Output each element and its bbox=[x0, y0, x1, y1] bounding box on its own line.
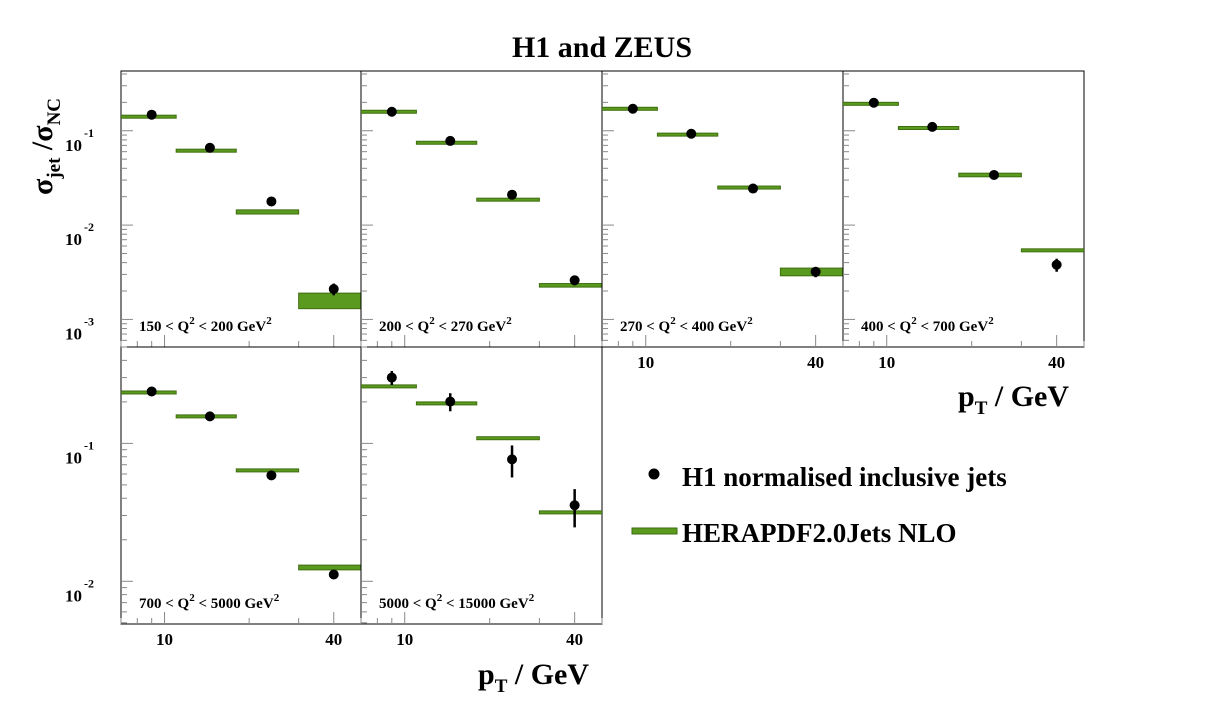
panel-content bbox=[602, 103, 843, 278]
data-point bbox=[445, 135, 456, 146]
panel-frame bbox=[120, 346, 362, 625]
x-axis-label-right: pT / GeV bbox=[958, 380, 1069, 419]
data-point bbox=[266, 470, 277, 481]
chart-title: H1 and ZEUS bbox=[512, 31, 692, 64]
x-tick-label: 10 bbox=[878, 353, 895, 372]
panel-1: 150 < Q2 < 200 GeV2 10-1 10-2 10-3 bbox=[65, 70, 362, 348]
panel-frame bbox=[360, 346, 603, 625]
panel-frame bbox=[842, 70, 1085, 348]
data-point bbox=[328, 569, 339, 580]
panel-3: 270 < Q2 < 400 GeV2 10 40 bbox=[601, 70, 844, 372]
legend-label-data: H1 normalised inclusive jets bbox=[682, 462, 1007, 492]
panel-6: 5000 < Q2 < 15000 GeV2 10 40 bbox=[360, 346, 603, 649]
data-point bbox=[507, 454, 518, 465]
x-tick-label: 10 bbox=[637, 353, 654, 372]
data-point bbox=[386, 372, 397, 383]
theory-band bbox=[235, 468, 300, 473]
data-point bbox=[748, 183, 759, 194]
data-point bbox=[810, 266, 821, 277]
x-tick-label: 10 bbox=[396, 630, 413, 649]
data-point bbox=[204, 142, 215, 153]
theory-band bbox=[298, 564, 361, 571]
y-label-sep: /σ bbox=[26, 125, 59, 158]
x-tick-label: 40 bbox=[325, 630, 342, 649]
legend-entry-data: H1 normalised inclusive jets bbox=[648, 462, 1007, 492]
svg-text:σjet /σNC: σjet /σNC bbox=[26, 98, 65, 195]
data-point bbox=[386, 106, 397, 117]
panel-content bbox=[361, 106, 602, 288]
panel-4: 400 < Q2 < 700 GeV2 10 40 bbox=[842, 70, 1085, 372]
y-label-sub-jet: jet bbox=[44, 157, 65, 180]
panels: 150 < Q2 < 200 GeV2 10-1 10-2 10-3 200 < Q2 … bbox=[65, 70, 1085, 649]
data-point bbox=[569, 275, 580, 286]
data-point bbox=[266, 196, 277, 207]
theory-band bbox=[476, 197, 540, 202]
legend: H1 normalised inclusive jets HERAPDF2.0J… bbox=[631, 462, 1007, 548]
y-tick-label: 10-1 bbox=[65, 126, 94, 155]
x-tick-label: 40 bbox=[566, 630, 583, 649]
data-point bbox=[146, 109, 157, 120]
panel-label: 150 < Q2 < 200 GeV2 bbox=[139, 315, 272, 335]
svg-text:pT / GeV: pT / GeV bbox=[958, 380, 1069, 419]
svg-text:pT / GeV: pT / GeV bbox=[478, 658, 589, 697]
y-tick-label: 10-3 bbox=[65, 314, 94, 343]
panel-label: 270 < Q2 < 400 GeV2 bbox=[620, 315, 753, 335]
legend-label-theory: HERAPDF2.0Jets NLO bbox=[682, 518, 956, 548]
theory-band bbox=[1020, 248, 1084, 253]
panel-content bbox=[843, 97, 1084, 272]
theory-band bbox=[476, 436, 540, 441]
panel-frame bbox=[601, 70, 844, 348]
theory-band bbox=[235, 209, 300, 215]
data-point bbox=[686, 128, 697, 139]
legend-marker-band bbox=[631, 527, 678, 535]
panel-content bbox=[361, 370, 602, 528]
y-axis-label: σjet /σNC bbox=[26, 98, 65, 195]
data-point bbox=[328, 284, 339, 295]
y-label-sub-nc: NC bbox=[44, 98, 65, 125]
data-point bbox=[204, 411, 215, 422]
data-point bbox=[989, 169, 1000, 180]
data-point bbox=[445, 396, 456, 407]
data-point bbox=[569, 500, 580, 511]
panel-label: 200 < Q2 < 270 GeV2 bbox=[379, 315, 512, 335]
panel-5: 700 < Q2 < 5000 GeV2 10-1 10-2 10 40 bbox=[65, 346, 362, 649]
y-tick-label: 10-2 bbox=[65, 576, 94, 605]
x-tick-label: 40 bbox=[1048, 353, 1065, 372]
y-tick-label: 10-2 bbox=[65, 220, 94, 249]
legend-entry-theory: HERAPDF2.0Jets NLO bbox=[631, 518, 956, 548]
panel-content bbox=[121, 386, 361, 580]
legend-marker-point bbox=[648, 468, 660, 480]
data-point bbox=[1051, 259, 1062, 270]
theory-band bbox=[361, 384, 417, 389]
y-tick-label: 10-1 bbox=[65, 438, 94, 467]
data-point bbox=[507, 189, 518, 200]
x-axis-label-bottom: pT / GeV bbox=[478, 658, 589, 697]
data-point bbox=[868, 97, 879, 108]
data-point bbox=[627, 103, 638, 114]
panel-label: 5000 < Q2 < 15000 GeV2 bbox=[379, 592, 535, 612]
panel-2: 200 < Q2 < 270 GeV2 bbox=[360, 70, 603, 348]
x-tick-label: 10 bbox=[156, 630, 173, 649]
x-tick-label: 40 bbox=[807, 353, 824, 372]
theory-band bbox=[298, 292, 361, 310]
data-point bbox=[927, 121, 938, 132]
theory-band bbox=[538, 510, 602, 515]
y-label-sigma: σ bbox=[26, 178, 59, 195]
panel-label: 700 < Q2 < 5000 GeV2 bbox=[139, 592, 280, 612]
data-point bbox=[146, 386, 157, 397]
panel-content bbox=[121, 109, 361, 310]
panel-label: 400 < Q2 < 700 GeV2 bbox=[861, 315, 994, 335]
theory-band bbox=[538, 283, 602, 288]
